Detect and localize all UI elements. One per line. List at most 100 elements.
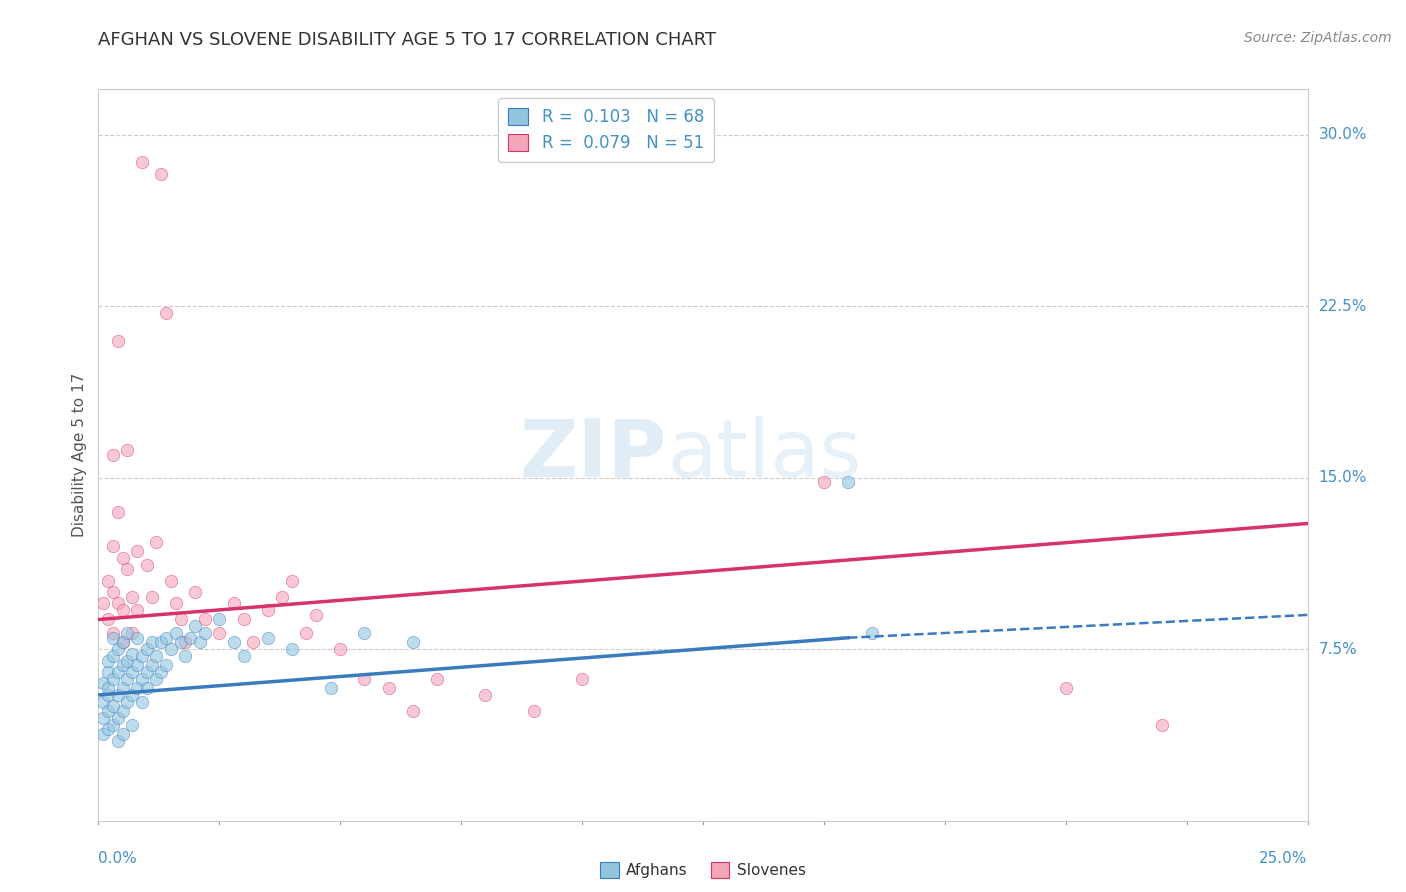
Point — [188, 635, 211, 649]
Point — [107, 597, 129, 611]
Point — [111, 681, 134, 695]
Point — [111, 635, 134, 649]
Point — [295, 626, 318, 640]
Point — [179, 631, 201, 645]
Point — [135, 642, 157, 657]
Point — [121, 717, 143, 731]
Point — [91, 695, 114, 709]
Point — [194, 626, 217, 640]
Text: 7.5%: 7.5% — [1319, 641, 1357, 657]
Point — [353, 672, 375, 686]
Point — [329, 642, 352, 657]
Point — [131, 695, 153, 709]
Point — [150, 665, 173, 679]
Point — [208, 626, 231, 640]
Point — [121, 665, 143, 679]
Point — [117, 654, 139, 668]
Point — [1152, 717, 1174, 731]
Point — [169, 613, 191, 627]
Legend: R =  0.103   N = 68, R =  0.079   N = 51: R = 0.103 N = 68, R = 0.079 N = 51 — [498, 97, 714, 162]
Point — [141, 658, 163, 673]
Point — [131, 672, 153, 686]
Point — [117, 672, 139, 686]
Point — [131, 155, 153, 169]
Point — [111, 658, 134, 673]
Text: atlas: atlas — [666, 416, 860, 494]
Point — [160, 642, 183, 657]
Point — [256, 603, 278, 617]
Point — [174, 649, 197, 664]
Point — [174, 635, 197, 649]
Point — [523, 704, 546, 718]
Point — [131, 649, 153, 664]
Point — [97, 681, 120, 695]
Point — [145, 534, 167, 549]
Text: Source: ZipAtlas.com: Source: ZipAtlas.com — [1244, 31, 1392, 45]
Point — [97, 654, 120, 668]
Point — [111, 635, 134, 649]
Point — [184, 585, 207, 599]
Point — [571, 672, 593, 686]
Point — [97, 613, 120, 627]
Point — [97, 704, 120, 718]
Point — [256, 631, 278, 645]
Point — [155, 658, 177, 673]
Point — [150, 167, 173, 181]
Point — [837, 475, 859, 490]
Point — [242, 635, 264, 649]
Point — [101, 448, 124, 462]
Point — [97, 665, 120, 679]
Point — [91, 597, 114, 611]
Point — [101, 717, 124, 731]
Point — [232, 649, 254, 664]
Point — [101, 631, 124, 645]
Point — [184, 619, 207, 633]
Point — [135, 665, 157, 679]
Text: 22.5%: 22.5% — [1319, 299, 1367, 314]
Point — [111, 603, 134, 617]
Text: AFGHAN VS SLOVENE DISABILITY AGE 5 TO 17 CORRELATION CHART: AFGHAN VS SLOVENE DISABILITY AGE 5 TO 17… — [98, 31, 717, 49]
Point — [402, 704, 425, 718]
Point — [1054, 681, 1077, 695]
Point — [145, 649, 167, 664]
Point — [155, 306, 177, 320]
Point — [160, 574, 183, 588]
Point — [155, 631, 177, 645]
Text: 25.0%: 25.0% — [1260, 851, 1308, 866]
Point — [107, 711, 129, 725]
Legend: Afghans, Slovenes: Afghans, Slovenes — [595, 856, 811, 884]
Point — [135, 681, 157, 695]
Text: 15.0%: 15.0% — [1319, 470, 1367, 485]
Point — [165, 626, 187, 640]
Point — [111, 727, 134, 741]
Point — [121, 626, 143, 640]
Point — [107, 334, 129, 348]
Point — [127, 603, 149, 617]
Point — [474, 688, 496, 702]
Point — [91, 727, 114, 741]
Point — [305, 607, 328, 622]
Point — [353, 626, 375, 640]
Point — [271, 590, 294, 604]
Point — [117, 695, 139, 709]
Point — [121, 688, 143, 702]
Point — [107, 688, 129, 702]
Point — [127, 544, 149, 558]
Point — [222, 597, 245, 611]
Point — [281, 574, 304, 588]
Point — [194, 613, 217, 627]
Point — [121, 647, 143, 661]
Point — [402, 635, 425, 649]
Point — [222, 635, 245, 649]
Point — [169, 635, 191, 649]
Point — [97, 723, 120, 737]
Point — [91, 711, 114, 725]
Point — [141, 635, 163, 649]
Point — [319, 681, 342, 695]
Text: ZIP: ZIP — [519, 416, 666, 494]
Point — [117, 562, 139, 576]
Point — [97, 688, 120, 702]
Point — [117, 443, 139, 458]
Point — [145, 672, 167, 686]
Point — [127, 658, 149, 673]
